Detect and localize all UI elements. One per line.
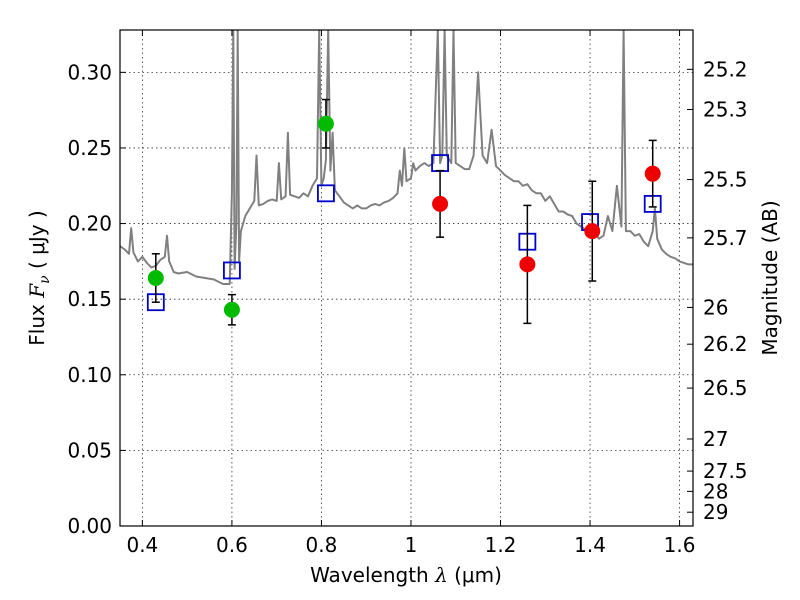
y-tick-label: 0.20 [67,212,112,236]
y2-tick-label: 25.3 [703,98,748,122]
observed-circle-point [644,165,661,182]
ticks: 0.4 0.6 0.8 1 1.2 1.4 1.6 0.00 0.05 0.10 0.15 0.20 0… [67,30,748,557]
y2-tick-label: 27 [703,427,728,451]
y2-axis-label: Magnitude (AB) [758,200,782,355]
y-tick-label: 0.00 [67,514,112,538]
x-tick-label: 1.4 [574,533,606,557]
y-axis-label: Flux Fν ( μJy ) [25,210,53,345]
model-square-point [223,261,241,280]
y-tick-label: 0.30 [67,60,112,84]
x-tick-label: 0.8 [306,533,338,557]
plot-background [120,30,693,526]
y2-tick-label: 28 [703,479,728,503]
observed-circle-point [432,195,449,212]
observed-circle-point [584,223,601,240]
x-tick-label: 1 [405,533,418,557]
y2-tick-label: 25.5 [703,168,748,192]
model-square-point [317,184,335,203]
y2-tick-label: 26 [703,295,728,319]
observed-circle-point [147,270,164,286]
observed-circle-point [223,301,240,318]
x-tick-label: 0.6 [216,533,248,557]
x-axis-label: Wavelength λ (μm) [310,563,502,587]
x-tick-label: 0.4 [126,533,158,557]
observed-circle-point [519,256,536,273]
y2-tick-label: 27.5 [703,459,748,483]
y-tick-label: 0.10 [67,363,112,387]
x-tick-label: 1.2 [485,533,517,557]
x-tick-label: 1.6 [664,533,696,557]
observed-circle-point [317,115,334,132]
y2-tick-label: 29 [703,500,728,524]
y-tick-label: 0.15 [67,287,112,311]
y2-tick-label: 26.5 [703,376,748,400]
y2-tick-label: 25.7 [703,226,748,250]
error-bars [146,98,662,326]
y2-tick-label: 25.2 [703,57,748,81]
y2-tick-label: 26.2 [703,332,748,356]
y-tick-label: 0.25 [67,136,112,160]
y-tick-label: 0.05 [67,438,112,462]
plot-frame [119,29,694,527]
